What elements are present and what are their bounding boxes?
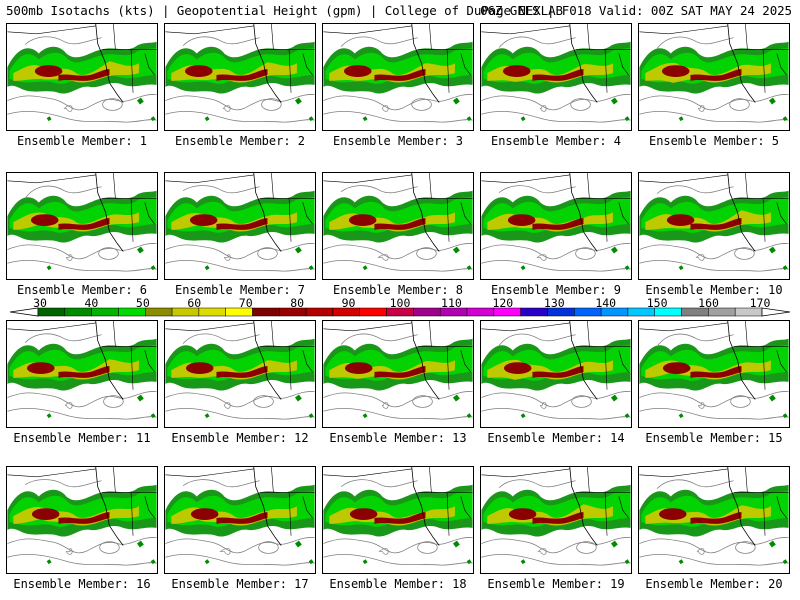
ensemble-map-9 xyxy=(480,172,632,280)
colorbar-tick-label: 40 xyxy=(84,296,99,310)
colorbar-right-arrow xyxy=(761,307,790,317)
ensemble-map-17 xyxy=(164,466,316,574)
ensemble-map-8 xyxy=(322,172,474,280)
ensemble-map-19 xyxy=(480,466,632,574)
colorbar-tick-label: 80 xyxy=(290,296,305,310)
ensemble-map-10 xyxy=(638,172,790,280)
colorbar-segment xyxy=(359,307,387,317)
ensemble-member-label: Ensemble Member: 4 xyxy=(490,134,622,148)
colorbar-tick-label: 130 xyxy=(543,296,565,310)
colorbar-tick-label: 90 xyxy=(341,296,356,310)
colorbar-tick-label: 150 xyxy=(646,296,668,310)
ensemble-member-label: Ensemble Member: 7 xyxy=(174,283,306,297)
ensemble-member-label: Ensemble Member: 20 xyxy=(645,577,783,591)
ensemble-member-label: Ensemble Member: 16 xyxy=(13,577,151,591)
ensemble-map-7 xyxy=(164,172,316,280)
colorbar-tick-label: 60 xyxy=(187,296,202,310)
ensemble-map-15 xyxy=(638,320,790,428)
colorbar-tick-label: 110 xyxy=(441,296,462,310)
ensemble-map-18 xyxy=(322,466,474,574)
colorbar-tick-label: 170 xyxy=(749,296,771,310)
ensemble-member-label: Ensemble Member: 12 xyxy=(171,431,309,445)
colorbar-segment xyxy=(466,307,495,317)
ensemble-member-label: Ensemble Member: 5 xyxy=(648,134,780,148)
ensemble-member-label: Ensemble Member: 10 xyxy=(645,283,783,297)
colorbar-tick-label: 50 xyxy=(135,296,150,310)
ensemble-map-11 xyxy=(6,320,158,428)
ensemble-member-label: Ensemble Member: 11 xyxy=(13,431,151,445)
isotach-colorbar xyxy=(10,307,790,317)
colorbar-segment xyxy=(305,307,334,317)
ensemble-map-3 xyxy=(322,23,474,131)
ensemble-map-14 xyxy=(480,320,632,428)
colorbar-tick-label: 140 xyxy=(595,296,617,310)
ensemble-map-4 xyxy=(480,23,632,131)
ensemble-map-2 xyxy=(164,23,316,131)
ensemble-member-label: Ensemble Member: 18 xyxy=(329,577,467,591)
ensemble-member-label: Ensemble Member: 1 xyxy=(16,134,148,148)
ensemble-member-label: Ensemble Member: 2 xyxy=(174,134,306,148)
colorbar-segment xyxy=(252,307,280,317)
colorbar-tick-label: 100 xyxy=(389,296,411,310)
run-valid-time: 06Z GEFS | F018 Valid: 00Z SAT MAY 24 20… xyxy=(480,3,792,18)
colorbar-tick-label: 70 xyxy=(238,296,253,310)
chart-title: 500mb Isotachs (kts) | Geopotential Heig… xyxy=(6,3,563,18)
ensemble-member-label: Ensemble Member: 3 xyxy=(332,134,464,148)
ensemble-map-20 xyxy=(638,466,790,574)
ensemble-map-13 xyxy=(322,320,474,428)
ensemble-member-label: Ensemble Member: 14 xyxy=(487,431,625,445)
ensemble-member-label: Ensemble Member: 15 xyxy=(645,431,783,445)
colorbar-tick-label: 30 xyxy=(33,296,47,310)
ensemble-member-label: Ensemble Member: 8 xyxy=(332,283,464,297)
ensemble-member-label: Ensemble Member: 19 xyxy=(487,577,625,591)
colorbar-segment xyxy=(413,307,441,317)
ensemble-member-label: Ensemble Member: 6 xyxy=(16,283,148,297)
ensemble-map-5 xyxy=(638,23,790,131)
ensemble-map-16 xyxy=(6,466,158,574)
colorbar-tick-label: 120 xyxy=(492,296,514,310)
ensemble-member-label: Ensemble Member: 9 xyxy=(490,283,622,297)
ensemble-map-1 xyxy=(6,23,158,131)
ensemble-map-12 xyxy=(164,320,316,428)
colorbar-tick-label: 160 xyxy=(698,296,719,310)
ensemble-member-label: Ensemble Member: 17 xyxy=(171,577,309,591)
ensemble-map-6 xyxy=(6,172,158,280)
ensemble-member-label: Ensemble Member: 13 xyxy=(329,431,467,445)
colorbar-segment xyxy=(198,307,226,317)
